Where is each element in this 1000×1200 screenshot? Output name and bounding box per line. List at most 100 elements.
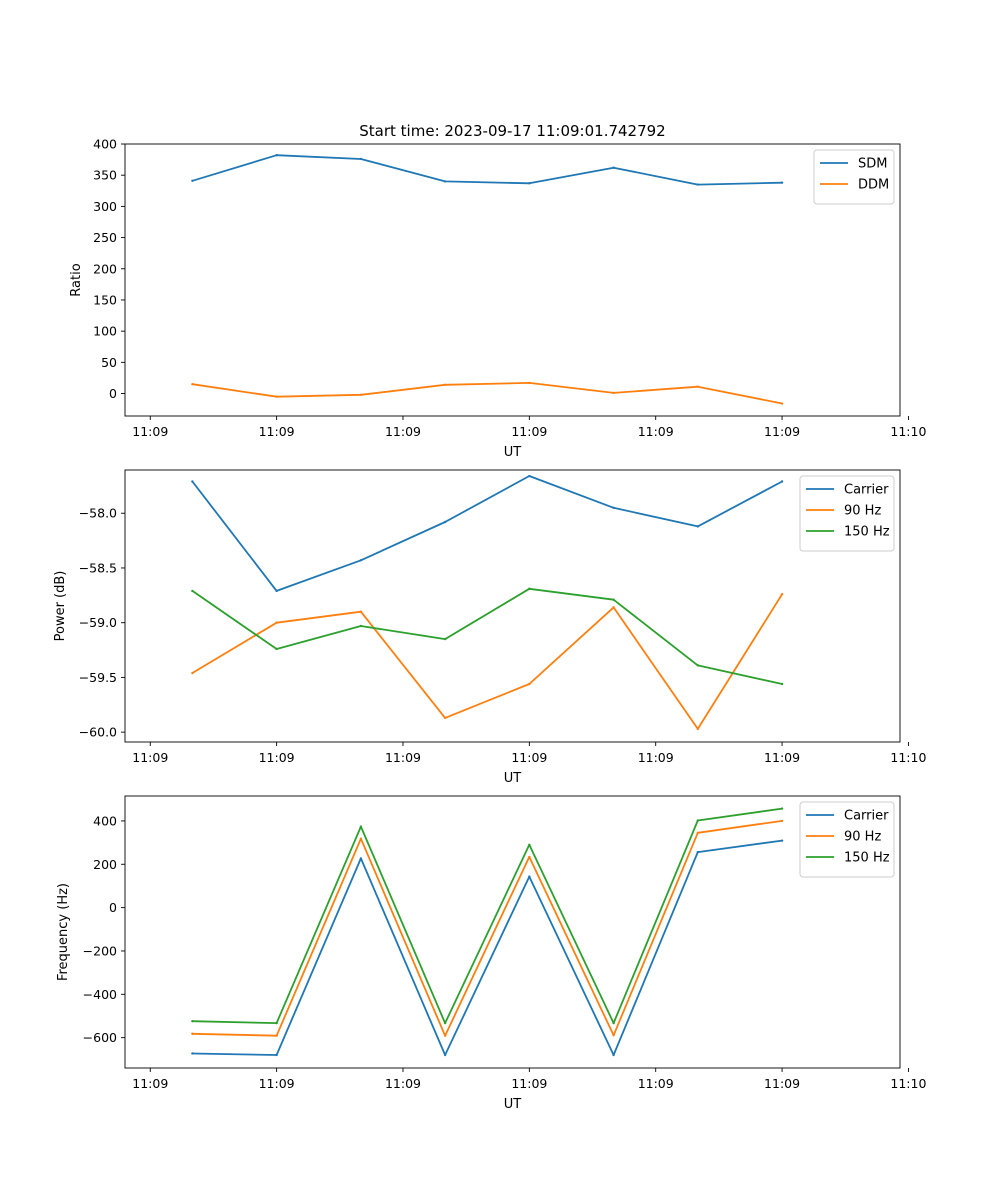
data-point [696,819,700,822]
data-point [359,624,363,628]
data-point [443,1053,447,1057]
data-point [528,875,531,878]
data-point [696,525,700,528]
legend-label: Carrier [844,809,889,824]
y-axis-label: Frequency (Hz) [56,883,71,981]
data-point [275,1053,278,1057]
x-tick-label: 11:09 [385,424,421,439]
x-tick-label: 11:09 [385,1076,421,1091]
data-point [359,857,363,860]
data-point [443,180,447,183]
data-point [696,664,700,667]
series-line-sdm [192,154,783,186]
data-point [780,480,784,483]
data-point [528,381,531,385]
data-point [696,727,700,731]
x-tick-label: 11:09 [259,750,295,765]
y-axis-label: Power (dB) [53,571,68,642]
y-tick-label: −59.5 [79,670,117,685]
panel-1: 11:09 11:09 11:09 11:09 11:09 11:09 11:10 0 50 10… [69,137,926,461]
data-point [528,182,531,185]
data-point [612,391,615,395]
data-point [780,181,784,184]
data-point [780,839,784,842]
legend-box [799,475,895,552]
legend-label: 90 Hz [844,504,881,519]
x-tick-label: 11:09 [385,750,421,765]
y-tick-label: −200 [83,943,117,958]
y-tick-label: 200 [93,261,117,276]
x-tick-label: 11:09 [638,1076,674,1091]
x-tick-label: 11:09 [259,1076,295,1091]
data-point [612,166,615,169]
x-axis-label: UT [504,445,522,460]
data-point [359,837,363,840]
data-point [275,395,278,398]
x-tick-label: 11:09 [259,424,295,439]
data-point [191,382,194,386]
data-point [443,716,447,720]
legend-box [799,801,895,878]
y-tick-label: 100 [93,324,117,339]
series-line-carrier [192,839,783,1056]
y-tick-label: −58.5 [79,560,117,575]
data-point [191,671,194,675]
legend: SDM DDM [813,149,895,205]
data-point [780,807,784,810]
data-point [191,1019,194,1023]
data-point [780,593,784,596]
y-tick-label: 0 [109,900,117,915]
x-tick-label: 11:09 [638,424,674,439]
chart-title: Start time: 2023-09-17 11:09:01.742792 [359,122,665,140]
data-point [528,843,531,846]
data-point [191,589,194,593]
y-tick-label: 50 [101,355,117,370]
x-tick-label: 11:10 [890,1076,926,1091]
data-point [275,154,278,157]
axes-frame [124,143,901,417]
data-point [443,637,447,641]
y-tick-label: −59.0 [79,615,117,630]
y-axis-label: Ratio [69,263,84,296]
data-point [443,383,447,387]
y-tick-label: 0 [109,386,117,401]
x-axis-label: UT [504,771,522,786]
x-tick-label: 11:09 [638,750,674,765]
data-point [443,1021,447,1025]
y-tick-label: 350 [93,168,117,183]
series-line-ddm [192,381,783,405]
y-tick-label: 400 [93,813,117,828]
data-point [612,606,615,609]
data-point [359,157,363,161]
x-tick-label: 11:09 [511,424,547,439]
data-point [275,621,278,624]
legend-label: Carrier [844,483,889,498]
x-axis-label: UT [504,1097,522,1112]
data-point [275,1021,278,1025]
data-point [191,179,194,183]
legend: Carrier 90 Hz 150 Hz [799,475,895,552]
data-point [528,587,531,590]
data-point [191,480,194,483]
data-point [275,1034,278,1037]
data-point [359,559,363,562]
x-tick-label: 11:09 [132,750,168,765]
y-tick-label: −58.0 [79,506,117,521]
axes-frame [124,469,901,743]
data-point [612,1021,615,1025]
data-point [612,506,615,509]
y-tick-label: −60.0 [79,725,117,740]
data-point [191,1052,194,1055]
x-tick-label: 11:10 [890,750,926,765]
data-point [528,474,531,478]
data-point [443,520,447,524]
data-point [696,183,700,186]
y-tick-label: −600 [83,1030,117,1045]
y-tick-label: 250 [93,230,117,245]
axes-frame [124,795,901,1069]
legend: Carrier 90 Hz 150 Hz [799,801,895,878]
data-point [696,850,700,854]
y-tick-label: 300 [93,199,117,214]
data-point [780,682,784,686]
